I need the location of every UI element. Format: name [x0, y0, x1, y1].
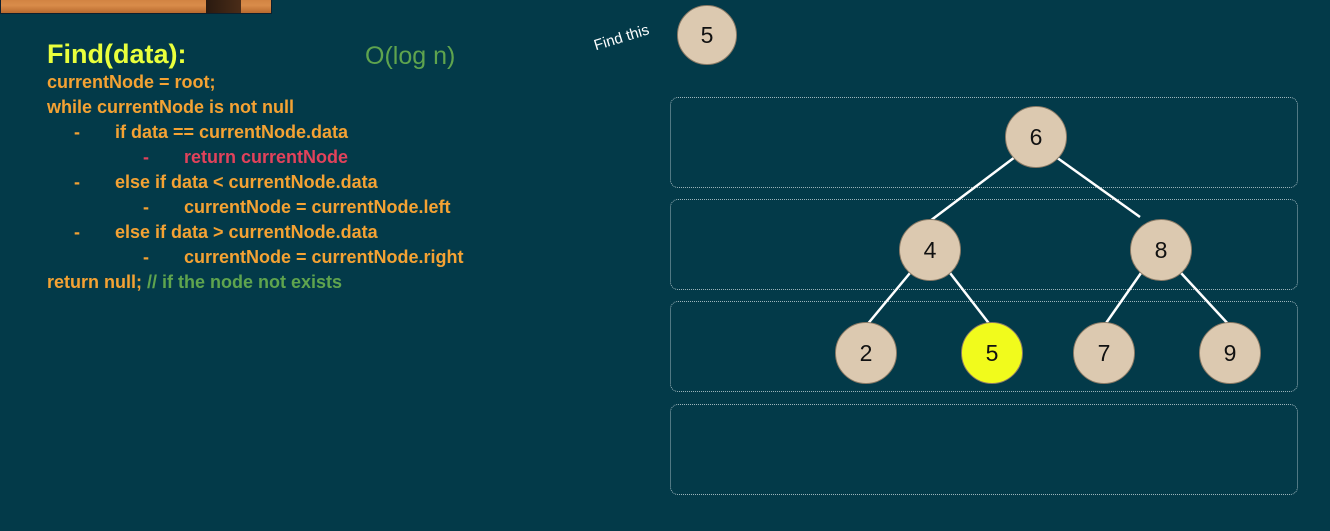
- tree-node-right-left: 7: [1073, 322, 1135, 384]
- code-line-8: currentNode = currentNode.right: [184, 247, 464, 267]
- presenter-webcam: [0, 0, 272, 14]
- tree-node-left-right-highlighted: 5: [961, 322, 1023, 384]
- bullet-dash: -: [74, 172, 80, 192]
- edge-6-4: [929, 156, 1016, 222]
- code-line-7: else if data > currentNode.data: [115, 222, 378, 242]
- code-line-4: return currentNode: [184, 147, 349, 167]
- tree-node-root: 6: [1005, 106, 1067, 168]
- function-title: Find(data):: [47, 39, 187, 69]
- webcam-shadow: [206, 0, 241, 13]
- return-null-code: return null;: [47, 272, 142, 292]
- tree-node-right: 8: [1130, 219, 1192, 281]
- tree-node-left-left: 2: [835, 322, 897, 384]
- bullet-dash: -: [74, 222, 80, 242]
- edge-4-5: [949, 272, 992, 327]
- code-line-9: return null; // if the node not exists: [47, 271, 342, 293]
- bullet-dash: -: [74, 122, 80, 142]
- tree-level-1: [670, 199, 1298, 290]
- bullet-dash: -: [143, 147, 149, 167]
- search-target-node: 5: [677, 5, 737, 65]
- edge-8-7: [1102, 272, 1143, 327]
- bullet-dash: -: [143, 247, 149, 267]
- code-line-5: else if data < currentNode.data: [115, 172, 378, 192]
- edge-6-8: [1055, 155, 1141, 219]
- code-line-1: currentNode = root;: [47, 72, 216, 92]
- tree-node-left: 4: [899, 219, 961, 281]
- time-complexity: O(log n): [365, 42, 456, 70]
- code-line-3: if data == currentNode.data: [115, 122, 349, 142]
- tree-level-0: [670, 97, 1298, 188]
- bullet-dash: -: [143, 197, 149, 217]
- code-line-6: currentNode = currentNode.left: [184, 197, 451, 217]
- tree-level-2: [670, 301, 1298, 392]
- tree-node-right-right: 9: [1199, 322, 1261, 384]
- code-comment: // if the node not exists: [147, 272, 343, 292]
- edge-4-2: [865, 272, 911, 327]
- edge-8-9: [1180, 272, 1231, 327]
- code-line-2: while currentNode is not null: [47, 97, 295, 117]
- tree-level-3: [670, 404, 1298, 495]
